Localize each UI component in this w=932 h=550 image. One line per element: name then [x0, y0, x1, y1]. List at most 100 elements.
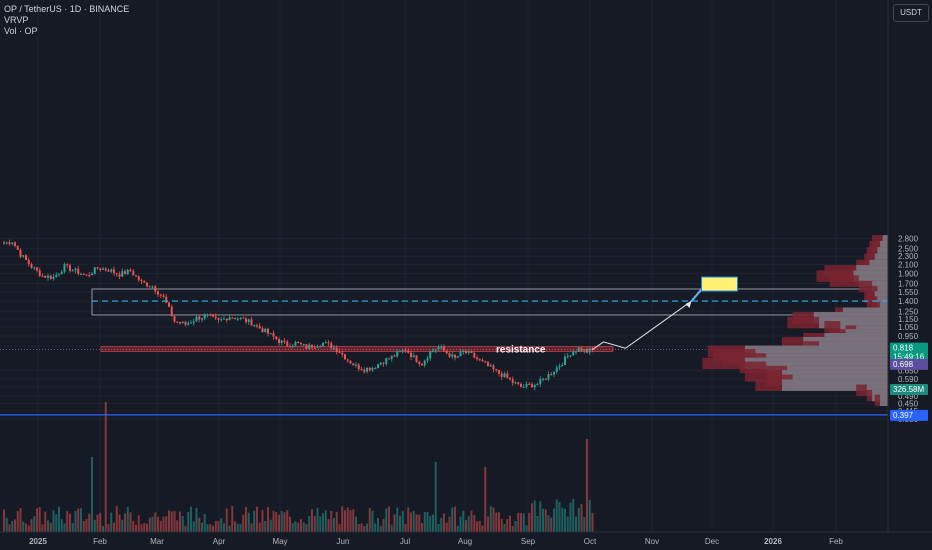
- candle-body: [544, 378, 547, 380]
- candle-body: [19, 249, 22, 257]
- time-tick-label: Aug: [458, 537, 472, 546]
- time-tick-label: Sep: [521, 537, 536, 546]
- volume-bar: [550, 517, 553, 532]
- volume-bar: [102, 525, 104, 532]
- candle-body: [410, 352, 412, 358]
- candle-body: [528, 383, 531, 385]
- candle-body: [3, 242, 5, 244]
- candle-body: [264, 328, 267, 332]
- candle-body: [445, 350, 448, 354]
- volume-bar: [275, 511, 278, 532]
- indicator-volume[interactable]: Vol · OP: [4, 26, 38, 36]
- candle-body: [421, 363, 423, 366]
- price-tick-label: 1.250: [898, 307, 919, 316]
- candle-body: [547, 374, 550, 380]
- candle-body: [104, 268, 107, 271]
- volume-bar: [478, 520, 481, 532]
- candle-body: [525, 383, 528, 387]
- volume-bar: [187, 511, 190, 532]
- level-badge: [890, 358, 928, 370]
- candle-body: [385, 358, 388, 364]
- volume-bar: [291, 523, 294, 532]
- volume-bar: [522, 513, 525, 532]
- volume-bar: [388, 506, 390, 532]
- candle-body: [377, 364, 379, 368]
- volume-bar: [110, 512, 113, 532]
- candle-body: [121, 271, 124, 277]
- candle-body: [415, 355, 418, 362]
- volume-bar: [459, 516, 462, 532]
- time-tick-label: Oct: [584, 537, 597, 546]
- volume-bar: [553, 508, 555, 532]
- volume-bar: [440, 517, 443, 532]
- volume-bar: [368, 507, 371, 532]
- candle-body: [107, 270, 110, 272]
- volume-bar: [327, 518, 330, 532]
- volume-bar: [129, 512, 132, 532]
- volume-bar: [377, 518, 379, 532]
- candle-body: [412, 355, 415, 358]
- symbol-title[interactable]: OP / TetherUS · 1D · BINANCE: [4, 4, 130, 14]
- candle-body: [495, 369, 498, 371]
- volume-bar: [146, 523, 148, 532]
- time-tick-label: Apr: [213, 537, 226, 546]
- volume-bar: [555, 499, 558, 532]
- volume-bar: [143, 523, 146, 532]
- volume-bar: [228, 525, 231, 532]
- volume-bar: [140, 524, 143, 532]
- candle-body: [225, 318, 228, 321]
- volume-bar: [286, 510, 289, 532]
- candle-body: [344, 354, 346, 360]
- volume-bar: [344, 510, 346, 532]
- indicator-vrvp[interactable]: VRVP: [4, 15, 29, 25]
- currency-button[interactable]: USDT: [893, 4, 929, 22]
- candle-body: [58, 273, 60, 275]
- vp-row-down: [869, 240, 888, 253]
- candle-body: [586, 349, 588, 353]
- volume-bar: [333, 518, 335, 532]
- candle-body: [388, 358, 390, 360]
- time-axis[interactable]: [0, 532, 932, 550]
- volume-bar: [462, 510, 465, 532]
- candle-body: [566, 355, 569, 357]
- candle-body: [228, 317, 231, 321]
- candle-body: [434, 349, 437, 351]
- candle-body: [536, 383, 539, 386]
- volume-bar: [162, 516, 165, 532]
- price-tick-label: 1.550: [898, 288, 919, 297]
- volume-bar: [283, 512, 286, 532]
- candle-body: [198, 316, 201, 320]
- volume-bar: [432, 514, 434, 532]
- candle-body: [349, 360, 352, 364]
- time-tick-label: 2026: [764, 537, 782, 546]
- candle-body: [313, 347, 316, 349]
- candle-body: [489, 365, 492, 367]
- price-tick-label: 1.050: [898, 323, 919, 332]
- candle-body: [575, 351, 577, 353]
- volume-bar: [168, 510, 170, 532]
- volume-bar: [577, 507, 580, 532]
- volume-bar: [495, 512, 498, 532]
- volume-bar: [184, 525, 187, 532]
- vp-row-up: [880, 394, 888, 407]
- candle-body: [390, 355, 393, 359]
- volume-badge: [890, 384, 928, 396]
- candle-body: [99, 268, 102, 270]
- volume-bar: [176, 520, 179, 532]
- candle-body: [462, 350, 465, 352]
- candle-body: [250, 319, 253, 326]
- volume-bar: [484, 467, 487, 532]
- candle-body: [478, 359, 481, 361]
- volume-bar: [404, 524, 407, 532]
- candle-body: [440, 346, 443, 348]
- volume-bar: [302, 522, 305, 532]
- price-tick-label: 0.590: [898, 375, 919, 384]
- volume-bar: [179, 511, 181, 532]
- price-axis[interactable]: [888, 0, 932, 532]
- candle-body: [335, 347, 338, 353]
- candle-body: [124, 271, 126, 275]
- candle-body: [118, 274, 121, 277]
- candle-body: [93, 267, 96, 274]
- candle-body: [49, 275, 52, 279]
